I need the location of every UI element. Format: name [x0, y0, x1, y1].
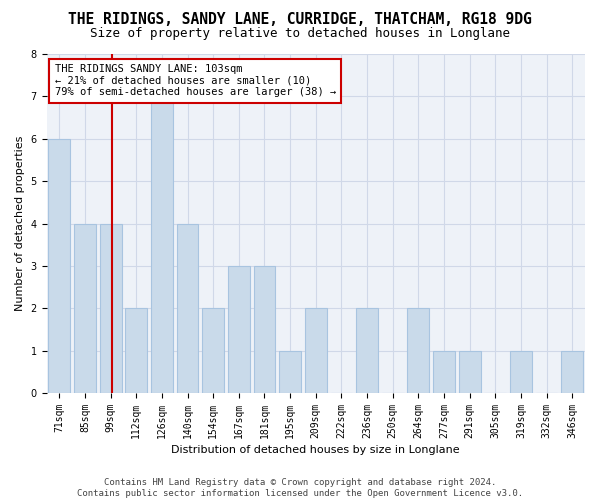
Text: THE RIDINGS, SANDY LANE, CURRIDGE, THATCHAM, RG18 9DG: THE RIDINGS, SANDY LANE, CURRIDGE, THATC… — [68, 12, 532, 28]
X-axis label: Distribution of detached houses by size in Longlane: Distribution of detached houses by size … — [172, 445, 460, 455]
Text: Size of property relative to detached houses in Longlane: Size of property relative to detached ho… — [90, 28, 510, 40]
Bar — [151, 96, 173, 393]
Bar — [49, 139, 70, 393]
Bar — [356, 308, 378, 393]
Bar — [202, 308, 224, 393]
Bar — [305, 308, 326, 393]
Bar — [407, 308, 429, 393]
Bar — [100, 224, 122, 393]
Bar — [510, 350, 532, 393]
Bar — [74, 224, 96, 393]
Bar — [459, 350, 481, 393]
Bar — [176, 224, 199, 393]
Text: Contains HM Land Registry data © Crown copyright and database right 2024.
Contai: Contains HM Land Registry data © Crown c… — [77, 478, 523, 498]
Bar — [228, 266, 250, 393]
Y-axis label: Number of detached properties: Number of detached properties — [15, 136, 25, 311]
Bar — [254, 266, 275, 393]
Bar — [125, 308, 147, 393]
Bar — [433, 350, 455, 393]
Bar — [561, 350, 583, 393]
Bar — [279, 350, 301, 393]
Text: THE RIDINGS SANDY LANE: 103sqm
← 21% of detached houses are smaller (10)
79% of : THE RIDINGS SANDY LANE: 103sqm ← 21% of … — [55, 64, 336, 98]
